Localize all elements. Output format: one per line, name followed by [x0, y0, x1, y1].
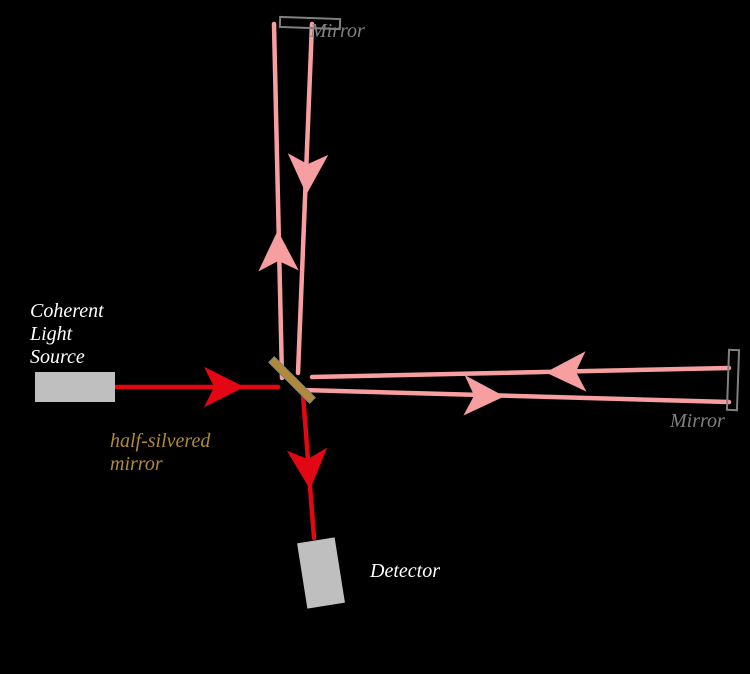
label-source: Coherent Light Source	[30, 300, 104, 369]
label-mirror_right: Mirror	[670, 410, 725, 433]
detector	[297, 537, 345, 608]
light-source	[35, 372, 115, 402]
beam-splitter	[269, 357, 316, 404]
beam-up_back	[298, 24, 312, 373]
label-splitter: half-silvered mirror	[110, 430, 210, 476]
label-detector: Detector	[370, 560, 440, 583]
beam-right_back	[312, 368, 729, 377]
label-mirror_top: Mirror	[310, 20, 365, 43]
beam-to_detector	[303, 395, 314, 538]
beam-right_out	[303, 390, 729, 402]
beam-up_out	[274, 24, 282, 378]
components	[35, 17, 739, 609]
